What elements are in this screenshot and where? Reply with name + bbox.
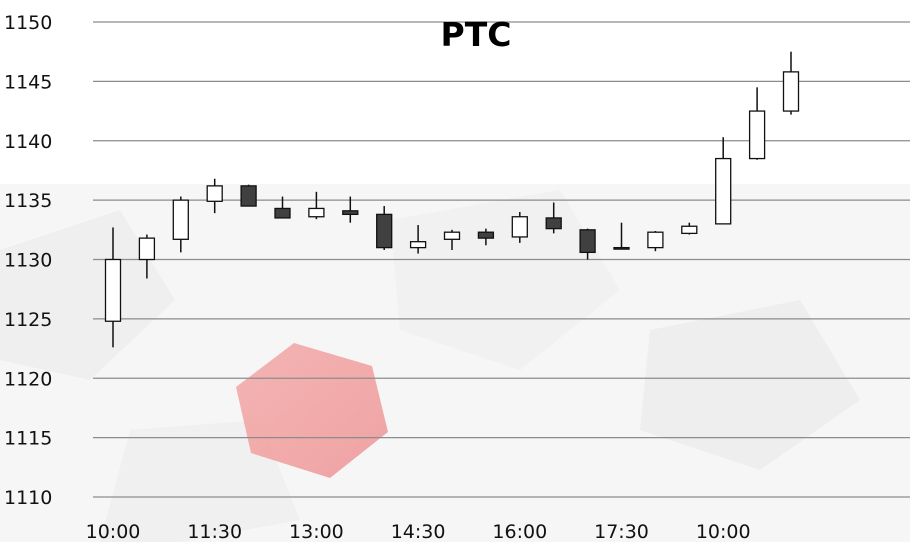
- candle: [681, 222, 698, 235]
- candle: [104, 227, 122, 348]
- candle: [748, 87, 766, 160]
- y-tick-label: 1145: [4, 71, 52, 93]
- candle: [138, 234, 156, 279]
- x-tick-label: 16:00: [492, 521, 547, 542]
- candle: [308, 191, 325, 220]
- y-tick-label: 1110: [4, 487, 52, 509]
- candle-body: [443, 231, 461, 240]
- x-tick-label: 17:30: [594, 521, 649, 542]
- candle: [647, 231, 664, 252]
- candle: [240, 184, 257, 207]
- y-tick-label: 1135: [4, 190, 52, 212]
- x-tick-label: 13:00: [289, 521, 344, 542]
- y-tick-label: 1120: [4, 368, 52, 390]
- candle-body: [240, 185, 257, 207]
- candle-body: [613, 246, 630, 250]
- candle-body: [748, 110, 766, 160]
- y-tick-label: 1130: [4, 250, 52, 272]
- candle: [274, 196, 291, 219]
- candle: [376, 206, 393, 250]
- candle-body: [715, 157, 732, 225]
- candle: [443, 229, 461, 250]
- candle: [613, 222, 630, 250]
- candle-body: [545, 217, 562, 230]
- candle-body: [409, 241, 427, 249]
- y-tick-label: 1125: [4, 309, 52, 331]
- candle-body: [477, 231, 495, 239]
- candle-body: [376, 213, 393, 249]
- candle: [579, 228, 596, 260]
- candle-body: [681, 225, 698, 235]
- y-axis-tick-labels: 1110 1115 1120 1125 1130 1135 1140 1145 1150: [4, 12, 52, 509]
- candle-body: [274, 207, 291, 219]
- candle-body: [138, 237, 156, 261]
- candle-body: [647, 231, 664, 249]
- candle: [409, 225, 427, 254]
- candle-body: [782, 71, 800, 112]
- candles: [104, 51, 800, 348]
- candle: [545, 202, 562, 234]
- x-tick-label: 11:30: [187, 521, 242, 542]
- candle: [172, 196, 189, 253]
- x-tick-label: 14:30: [391, 521, 446, 542]
- x-tick-label: 10:00: [86, 521, 141, 542]
- candle-body: [342, 210, 359, 216]
- candle-body: [308, 207, 325, 218]
- candle-body: [104, 258, 122, 322]
- chart-title: PTC: [441, 15, 512, 54]
- candle: [342, 196, 359, 223]
- y-tick-label: 1140: [4, 131, 52, 153]
- candle-body: [579, 229, 596, 254]
- x-tick-label: 10:00: [696, 521, 751, 542]
- candle-body: [172, 199, 189, 240]
- x-axis-tick-labels: 10:00 11:30 13:00 14:30 16:00 17:30 10:00: [86, 521, 751, 542]
- y-tick-label: 1115: [4, 428, 52, 450]
- candle-body: [511, 216, 528, 238]
- candle: [782, 51, 800, 115]
- candle: [206, 178, 223, 214]
- candle-body: [206, 185, 223, 202]
- y-tick-label: 1150: [4, 12, 52, 34]
- gridlines: [93, 21, 910, 498]
- candle: [511, 212, 528, 243]
- candle: [715, 137, 732, 225]
- candle: [477, 228, 495, 246]
